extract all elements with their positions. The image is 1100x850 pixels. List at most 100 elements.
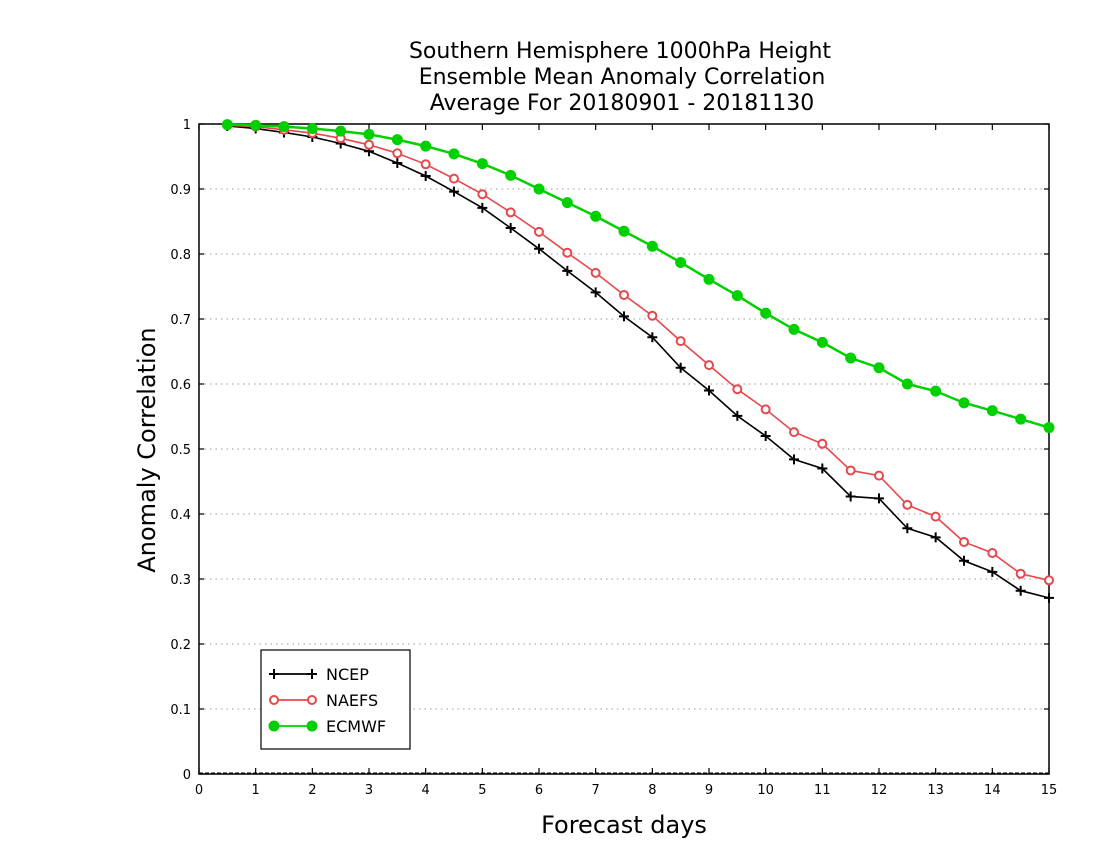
- x-tick-label: 3: [365, 783, 373, 798]
- y-tick-label: 0.7: [170, 313, 191, 328]
- series-ecmwf: [221, 119, 1055, 434]
- data-point-ecmwf: [335, 125, 347, 137]
- y-tick-label: 0: [183, 768, 191, 783]
- legend-entry-ncep: NCEP: [269, 665, 369, 684]
- data-point-ecmwf: [420, 140, 432, 152]
- data-point-naefs: [1044, 575, 1054, 586]
- legend: NCEP NAEFS ECMWF: [260, 649, 411, 750]
- data-point-naefs: [562, 247, 573, 258]
- data-point-ncep: [562, 265, 573, 276]
- data-point-ecmwf: [816, 336, 828, 348]
- data-point-naefs: [392, 148, 403, 159]
- axis-ticks: 00.10.20.30.40.50.60.70.80.910 1 2 3 4 5 6 7 8 9 1…: [170, 118, 1057, 798]
- data-point-ncep: [732, 410, 743, 421]
- data-point-ncep: [675, 362, 686, 373]
- legend-marker-end-naefs: [307, 695, 317, 705]
- data-point-ecmwf: [618, 225, 630, 237]
- data-point-naefs: [817, 438, 828, 449]
- legend-entry-ecmwf: ECMWF: [268, 717, 386, 736]
- data-point-ecmwf: [278, 121, 290, 133]
- data-point-ecmwf: [1043, 422, 1055, 434]
- data-point-naefs: [675, 336, 686, 347]
- legend-marker-end-ecmwf: [306, 720, 318, 732]
- data-point-ecmwf: [1015, 413, 1027, 425]
- data-point-naefs: [845, 465, 856, 476]
- legend-label-ecmwf: ECMWF: [326, 717, 386, 736]
- x-tick-label: 1: [252, 783, 260, 798]
- data-point-ncep: [789, 454, 799, 465]
- data-point-ncep: [1044, 592, 1054, 603]
- title-line-2: Ensemble Mean Anomaly Correlation: [419, 65, 826, 90]
- data-point-ncep: [647, 332, 658, 343]
- x-tick-label: 0: [195, 783, 203, 798]
- legend-label-naefs: NAEFS: [326, 691, 378, 710]
- x-tick-label: 8: [648, 783, 656, 798]
- data-point-ncep: [534, 243, 544, 254]
- data-point-naefs: [420, 159, 431, 170]
- data-point-ncep: [760, 431, 771, 441]
- x-tick-label: 6: [535, 783, 543, 798]
- data-point-ecmwf: [306, 123, 318, 135]
- data-point-ecmwf: [986, 405, 998, 417]
- y-tick-label: 0.5: [170, 443, 191, 458]
- data-point-ecmwf: [476, 158, 488, 170]
- series-lines: [221, 119, 1055, 603]
- data-point-ecmwf: [901, 378, 913, 390]
- data-point-ecmwf: [788, 323, 800, 335]
- data-point-ncep: [392, 158, 403, 168]
- data-point-ncep: [959, 555, 969, 566]
- data-point-naefs: [732, 384, 743, 395]
- y-tick-label: 0.2: [170, 638, 191, 653]
- y-tick-label: 0.6: [170, 378, 191, 393]
- data-point-ncep: [477, 202, 488, 213]
- data-point-naefs: [1015, 568, 1026, 579]
- data-point-ecmwf: [561, 197, 573, 209]
- title-line-3: Average For 20180901 - 20181130: [430, 91, 815, 116]
- series-naefs: [222, 120, 1054, 586]
- data-point-ecmwf: [391, 134, 403, 146]
- data-point-ncep: [902, 523, 913, 534]
- data-point-ncep: [817, 463, 828, 474]
- data-point-ecmwf: [646, 240, 658, 252]
- data-point-ncep: [420, 171, 431, 181]
- x-tick-label: 4: [422, 783, 430, 798]
- data-point-naefs: [760, 404, 771, 415]
- x-tick-label: 7: [592, 783, 600, 798]
- data-point-naefs: [619, 289, 629, 300]
- legend-entries: NCEP NAEFS ECMWF: [268, 665, 386, 736]
- y-tick-label: 0.1: [170, 703, 191, 718]
- data-point-ecmwf: [675, 256, 687, 268]
- data-point-naefs: [874, 470, 884, 481]
- data-point-ecmwf: [731, 290, 743, 302]
- data-point-ecmwf: [845, 352, 857, 364]
- data-point-naefs: [959, 536, 969, 547]
- chart-title: Southern Hemisphere 1000hPa Height Ensem…: [409, 39, 831, 116]
- data-point-ecmwf: [221, 119, 233, 131]
- data-point-ncep: [874, 493, 884, 504]
- data-point-naefs: [704, 360, 714, 371]
- data-point-ecmwf: [873, 362, 885, 374]
- y-tick-label: 1: [183, 118, 191, 133]
- legend-entry-naefs: NAEFS: [269, 691, 378, 710]
- data-point-ncep: [704, 385, 714, 396]
- data-point-naefs: [505, 207, 516, 218]
- x-tick-label: 11: [814, 783, 831, 798]
- series-line-ecmwf: [227, 123, 1050, 429]
- data-point-ncep: [930, 532, 941, 543]
- data-point-ncep: [590, 287, 601, 298]
- legend-marker-start-ncep: [269, 669, 279, 679]
- legend-marker-start-ecmwf: [268, 720, 280, 732]
- data-point-naefs: [590, 267, 601, 278]
- data-point-naefs: [987, 548, 998, 558]
- data-point-ncep: [845, 491, 856, 502]
- x-tick-label: 5: [478, 783, 486, 798]
- title-line-1: Southern Hemisphere 1000hPa Height: [409, 39, 831, 64]
- y-tick-label: 0.9: [170, 183, 191, 198]
- data-point-naefs: [902, 499, 913, 510]
- data-point-ecmwf: [703, 273, 715, 285]
- x-tick-label: 2: [308, 783, 316, 798]
- data-point-ecmwf: [590, 210, 602, 222]
- data-point-naefs: [449, 173, 459, 184]
- x-tick-label: 14: [984, 783, 1001, 798]
